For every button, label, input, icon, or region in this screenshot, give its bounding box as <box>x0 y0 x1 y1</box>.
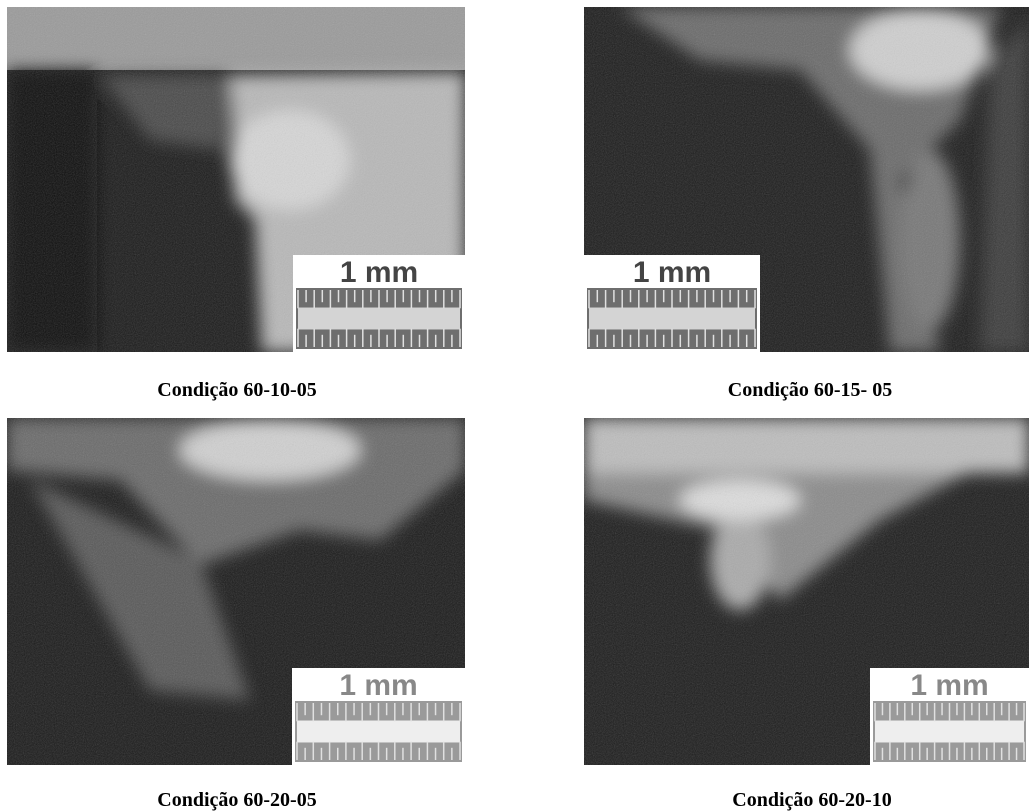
scale-label: 1 mm <box>340 256 418 289</box>
scale-label: 1 mm <box>633 256 711 289</box>
caption: Condição 60-15- 05 <box>728 379 892 401</box>
caption: Condição 60-20-10 <box>732 789 891 811</box>
ruler-band <box>298 307 460 330</box>
ruler-band <box>589 307 755 330</box>
scale-label: 1 mm <box>339 669 417 702</box>
ruler-band <box>875 720 1024 743</box>
micrograph <box>7 418 465 765</box>
scale-bars: 1 mm 1 mm 1 mm 1 mm <box>292 255 1029 765</box>
caption: Condição 60-10-05 <box>157 379 316 401</box>
caption: Condição 60-20-05 <box>157 789 316 811</box>
ruler-band <box>297 720 460 743</box>
scale-label: 1 mm <box>910 669 988 702</box>
